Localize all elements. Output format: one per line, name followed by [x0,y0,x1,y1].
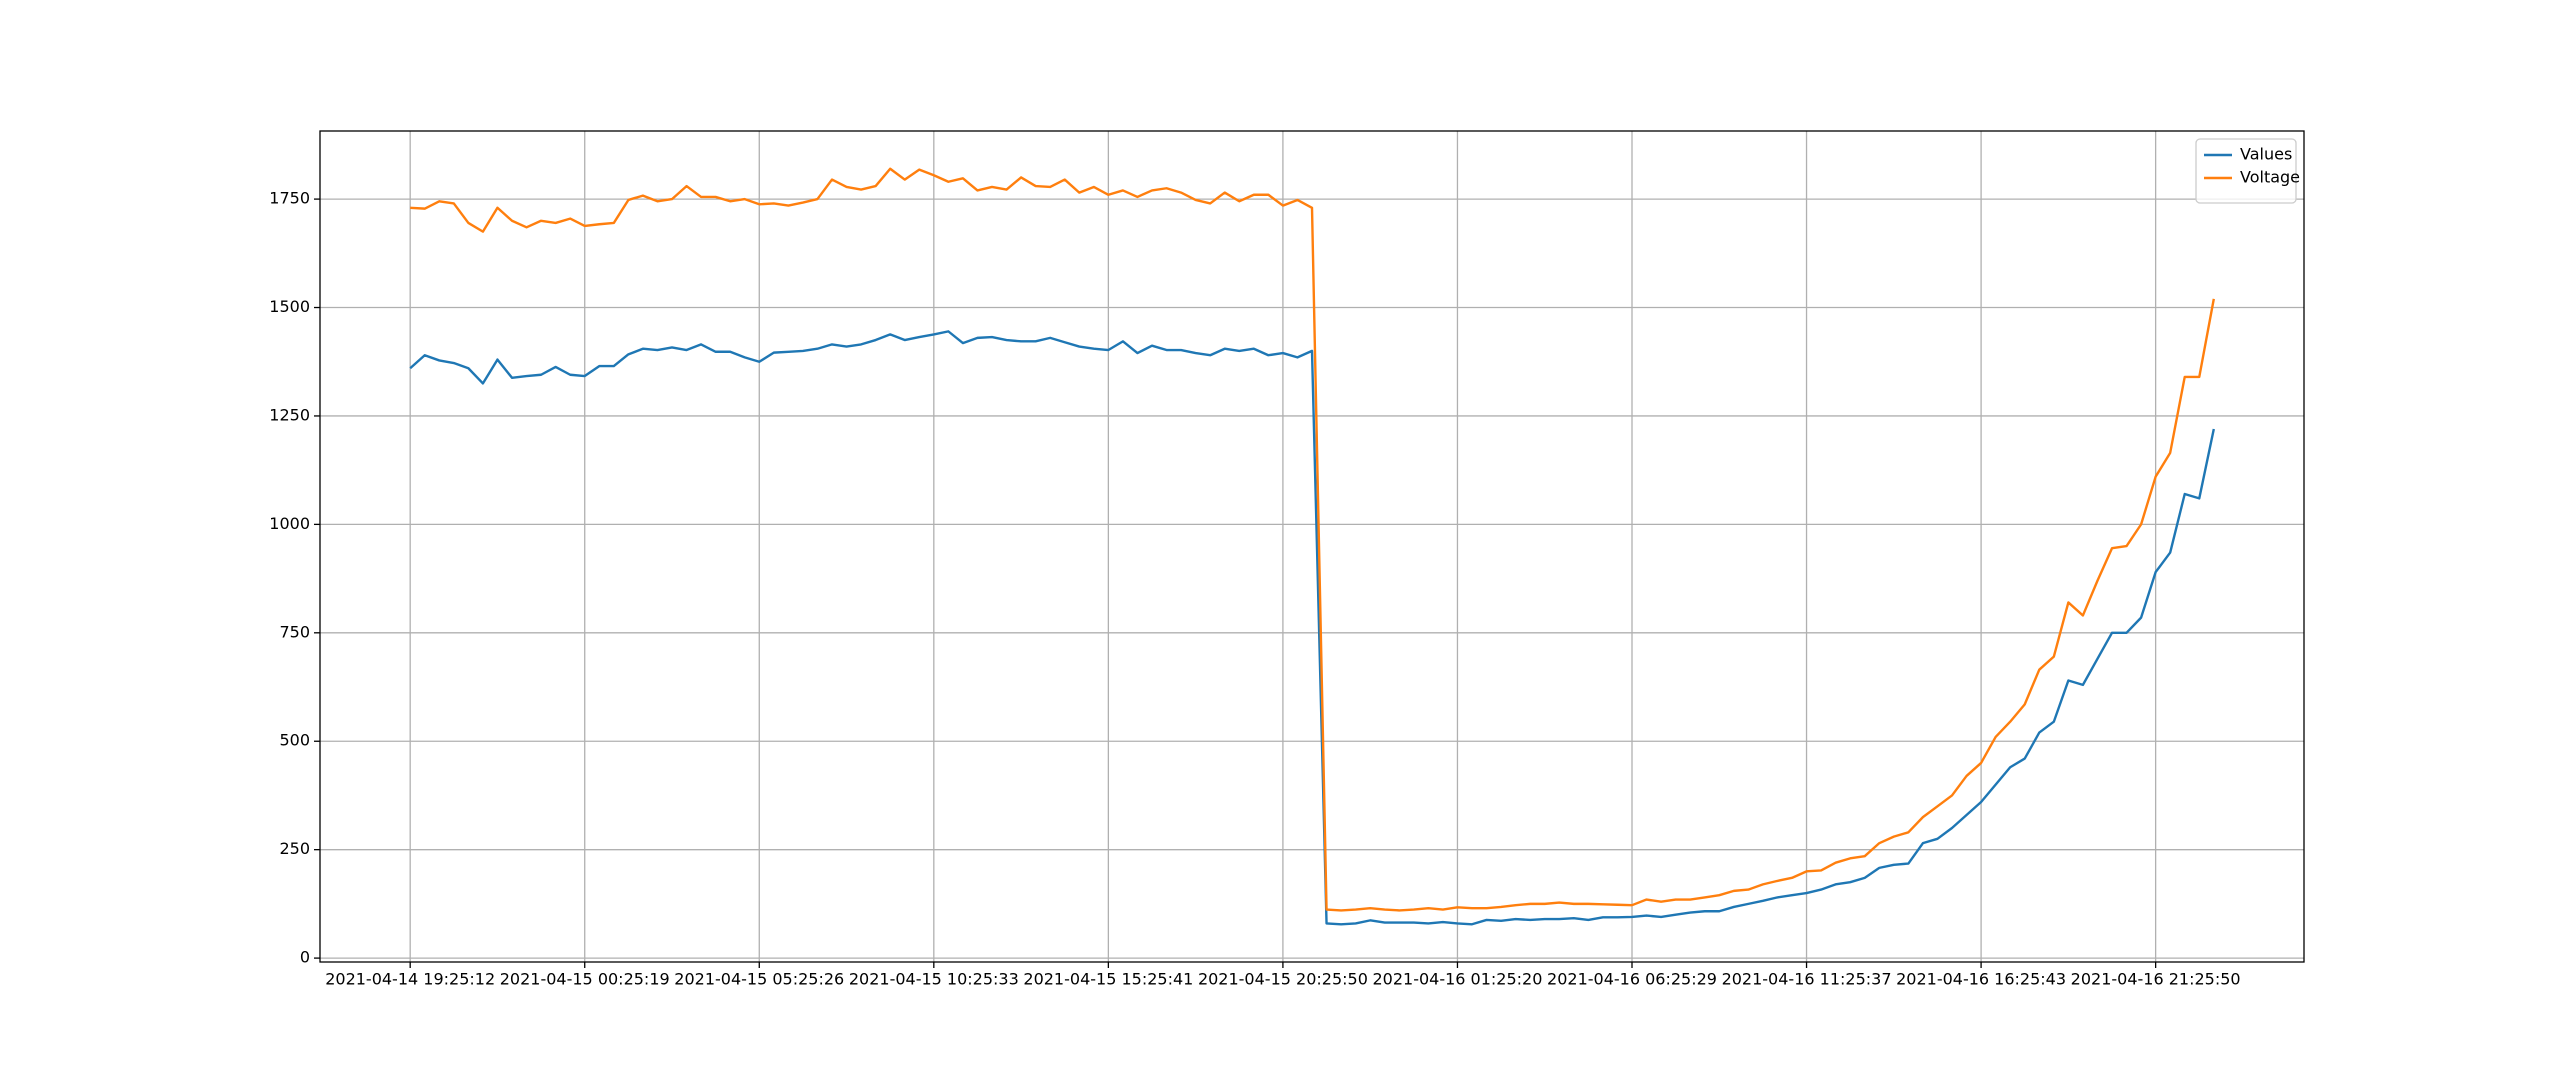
x-tick-label: 2021-04-15 00:25:19 [500,970,670,989]
x-tick-label: 2021-04-16 16:25:43 [1896,970,2066,989]
y-tick-label: 750 [279,622,310,641]
x-tick-label: 2021-04-16 06:25:29 [1547,970,1717,989]
y-tick-label: 1250 [269,405,310,424]
y-tick-label: 1750 [269,189,310,208]
y-tick-label: 1500 [269,297,310,316]
y-tick-label: 500 [279,731,310,750]
series-line [409,330,2215,926]
y-tick-label: 250 [279,839,310,858]
y-tick-label: 0 [300,948,310,967]
legend-label: Voltage [2240,168,2300,187]
plot-area [320,131,2304,962]
x-tick-label: 2021-04-14 19:25:12 [325,970,495,989]
x-tick-label: 2021-04-15 10:25:33 [849,970,1019,989]
x-tick-label: 2021-04-16 01:25:20 [1372,970,1542,989]
x-tick-label: 2021-04-16 11:25:37 [1722,970,1892,989]
x-tick-label: 2021-04-15 05:25:26 [674,970,844,989]
y-tick-label: 1000 [269,514,310,533]
legend-label: Values [2240,145,2292,164]
plot-frame [319,130,2305,963]
x-tick-label: 2021-04-15 20:25:50 [1198,970,1368,989]
series-line [410,167,2215,912]
x-tick-label: 2021-04-15 15:25:41 [1023,970,1193,989]
x-tick-label: 2021-04-16 21:25:50 [2071,970,2241,989]
